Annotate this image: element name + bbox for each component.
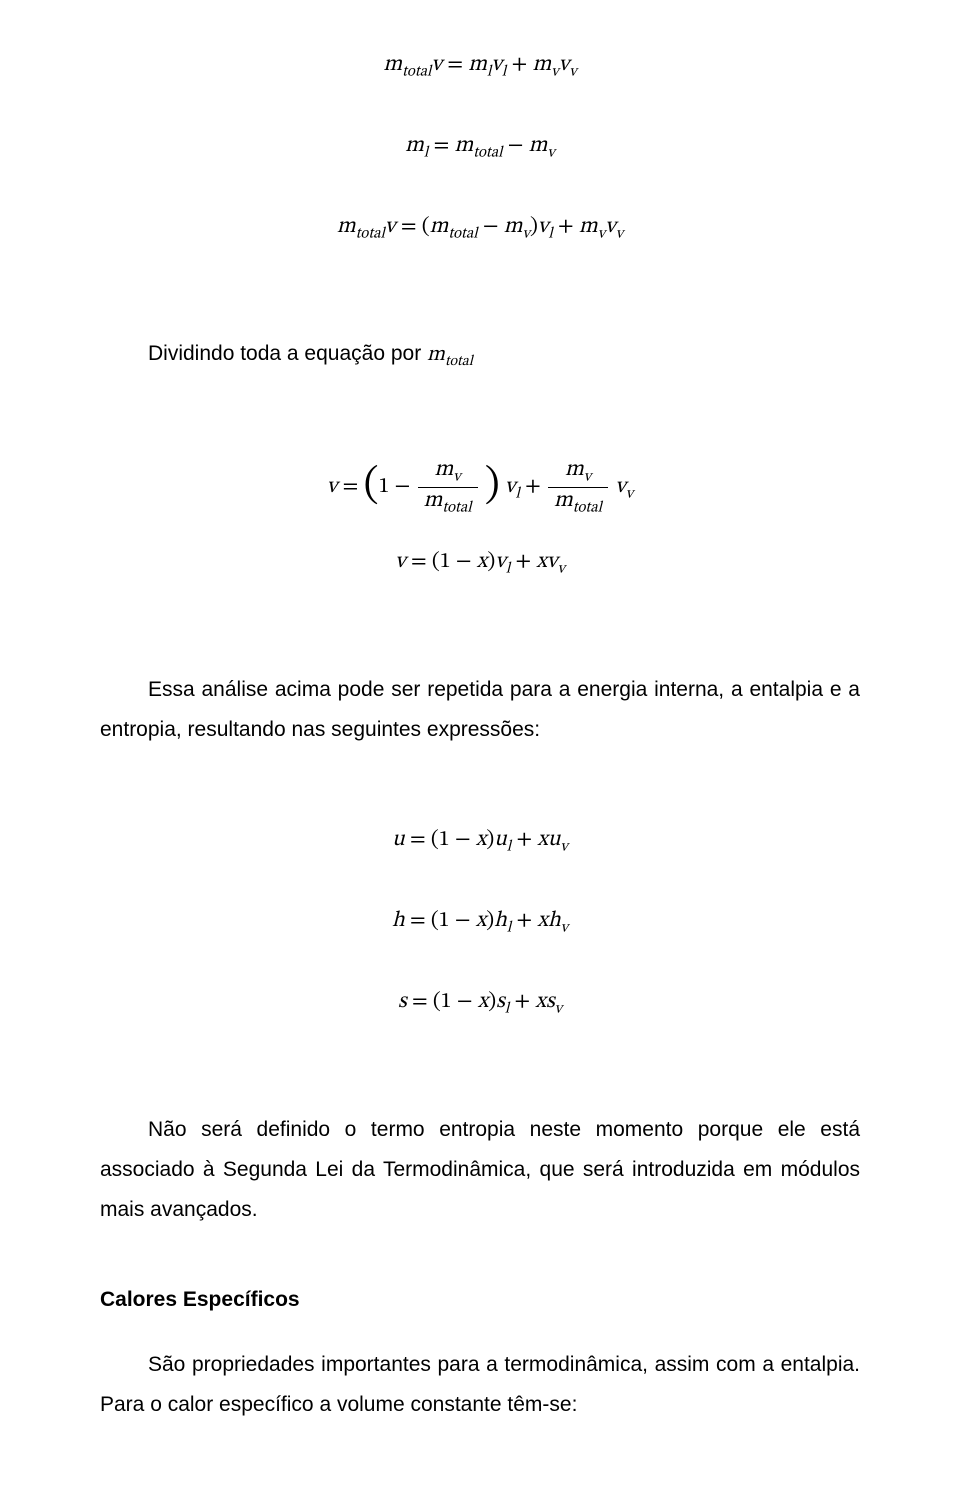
equation-3: mtotalv = (mtotal − mv)vl + mvvv bbox=[100, 206, 860, 249]
p1-text: Dividindo toda a equação por bbox=[148, 342, 427, 365]
heading-calores-especificos: Calores Específicos bbox=[100, 1280, 860, 1320]
equation-7: s = (1 − x)sl + xsv bbox=[100, 981, 860, 1024]
equation-6: h = (1 − x)hl + xhv bbox=[100, 900, 860, 943]
equation-5: u = (1 − x)ul + xuv bbox=[100, 819, 860, 862]
equation-4b: v = (1 − x)vl + xvv bbox=[100, 541, 860, 584]
equation-4a: v = (1 − mvmtotal ) vl + mvmtotal vv bbox=[100, 448, 860, 527]
paragraph-sao-propriedades: São propriedades importantes para a term… bbox=[100, 1345, 860, 1425]
paragraph-dividindo: Dividindo toda a equação por mtotal bbox=[100, 334, 860, 377]
paragraph-nao-sera: Não será definido o termo entropia neste… bbox=[100, 1110, 860, 1230]
equation-1: mtotalv = mlvl + mvvv bbox=[100, 44, 860, 87]
equation-2: ml = mtotal − mv bbox=[100, 125, 860, 168]
paragraph-essa-analise: Essa análise acima pode ser repetida par… bbox=[100, 670, 860, 750]
